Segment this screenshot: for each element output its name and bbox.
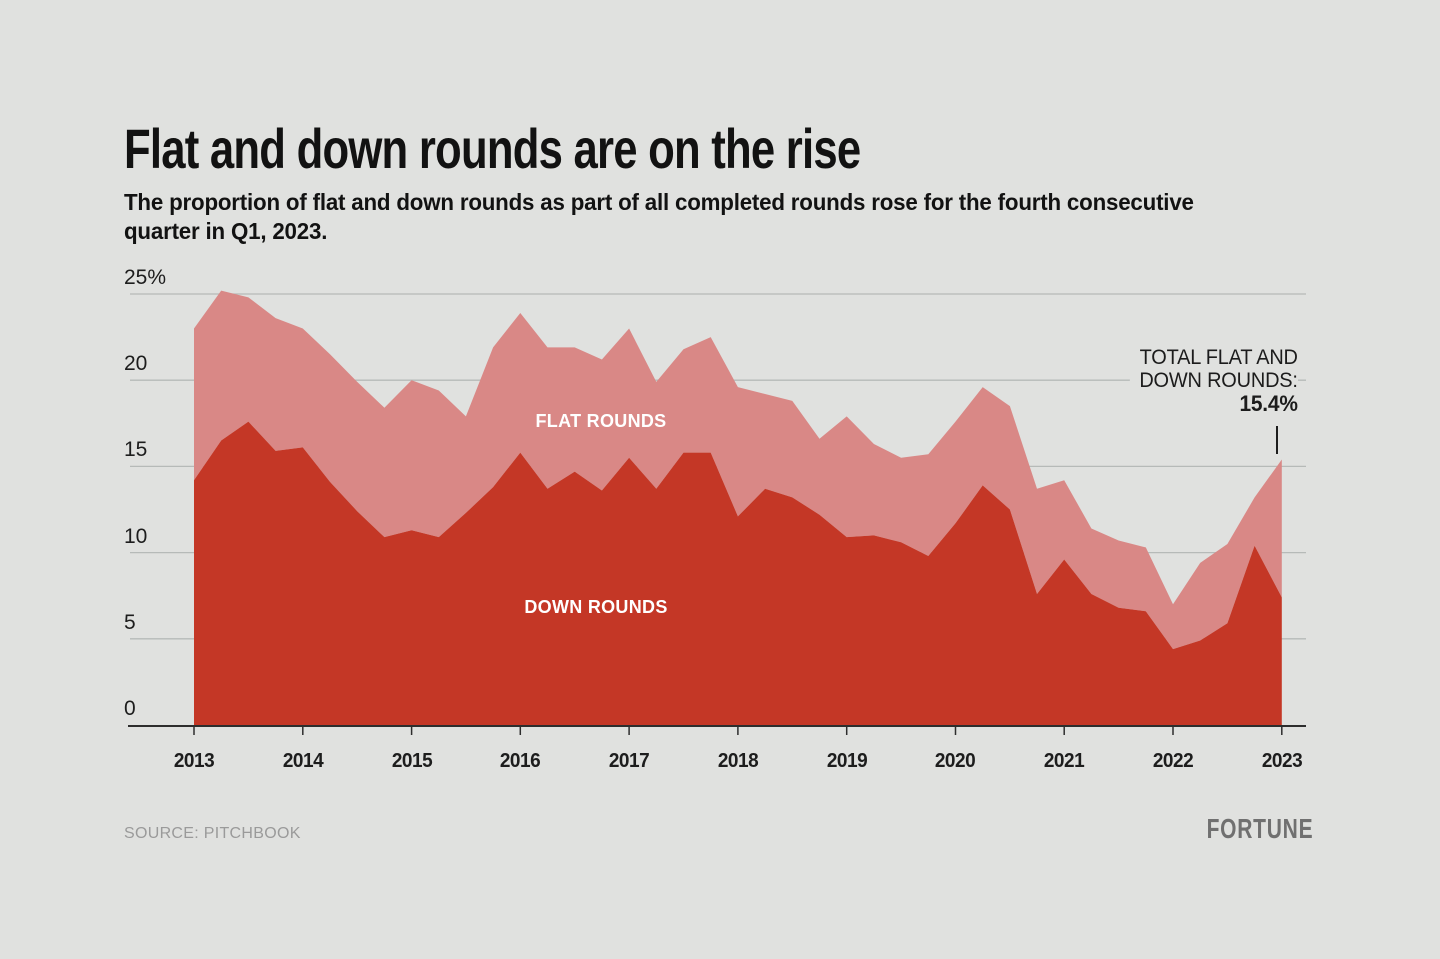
y-axis-tick-label: 20 [124, 352, 148, 376]
annotation-pointer-line [1276, 426, 1278, 454]
total-annotation: TOTAL FLAT AND DOWN ROUNDS: 15.4% [1130, 344, 1298, 417]
x-axis-tick-label: 2020 [935, 750, 976, 772]
x-axis-tick-label: 2017 [608, 750, 650, 772]
x-axis-tick-label: 2021 [1044, 750, 1085, 772]
down-rounds-area-label: DOWN ROUNDS [524, 597, 668, 617]
annotation-value: 15.4% [1239, 391, 1299, 416]
x-axis-tick-label: 2018 [717, 750, 759, 772]
x-axis-tick-label: 2013 [173, 750, 215, 772]
x-axis-tick-label: 2019 [826, 750, 867, 772]
x-axis-tick-label: 2015 [391, 750, 432, 772]
subtitle-line-1: The proportion of flat and down rounds a… [124, 189, 1194, 215]
source-credit: SOURCE: PITCHBOOK [124, 825, 301, 842]
flat-rounds-area-label: FLAT ROUNDS [535, 411, 667, 431]
y-axis-tick-label: 0 [124, 697, 136, 720]
annotation-line-2: DOWN ROUNDS: [1139, 369, 1299, 392]
chart-subtitle: The proportion of flat and down rounds a… [124, 188, 1194, 246]
x-axis-tick-label: 2016 [500, 750, 541, 772]
subtitle-line-2: quarter in Q1, 2023. [124, 218, 328, 244]
x-axis-tick-label: 2022 [1152, 750, 1194, 772]
x-axis-tick-label: 2014 [282, 750, 324, 772]
annotation-line-1: TOTAL FLAT AND [1139, 346, 1298, 369]
page-title: Flat and down rounds are on the rise [124, 117, 861, 180]
x-axis-tick-label: 2023 [1261, 750, 1303, 772]
y-axis-tick-label: 10 [124, 524, 148, 548]
y-axis-tick-label: 5 [124, 610, 136, 634]
y-axis-tick-label: 25% [124, 266, 167, 289]
fortune-logo: FORTUNE [1206, 813, 1313, 844]
y-axis-tick-label: 15 [124, 438, 148, 462]
